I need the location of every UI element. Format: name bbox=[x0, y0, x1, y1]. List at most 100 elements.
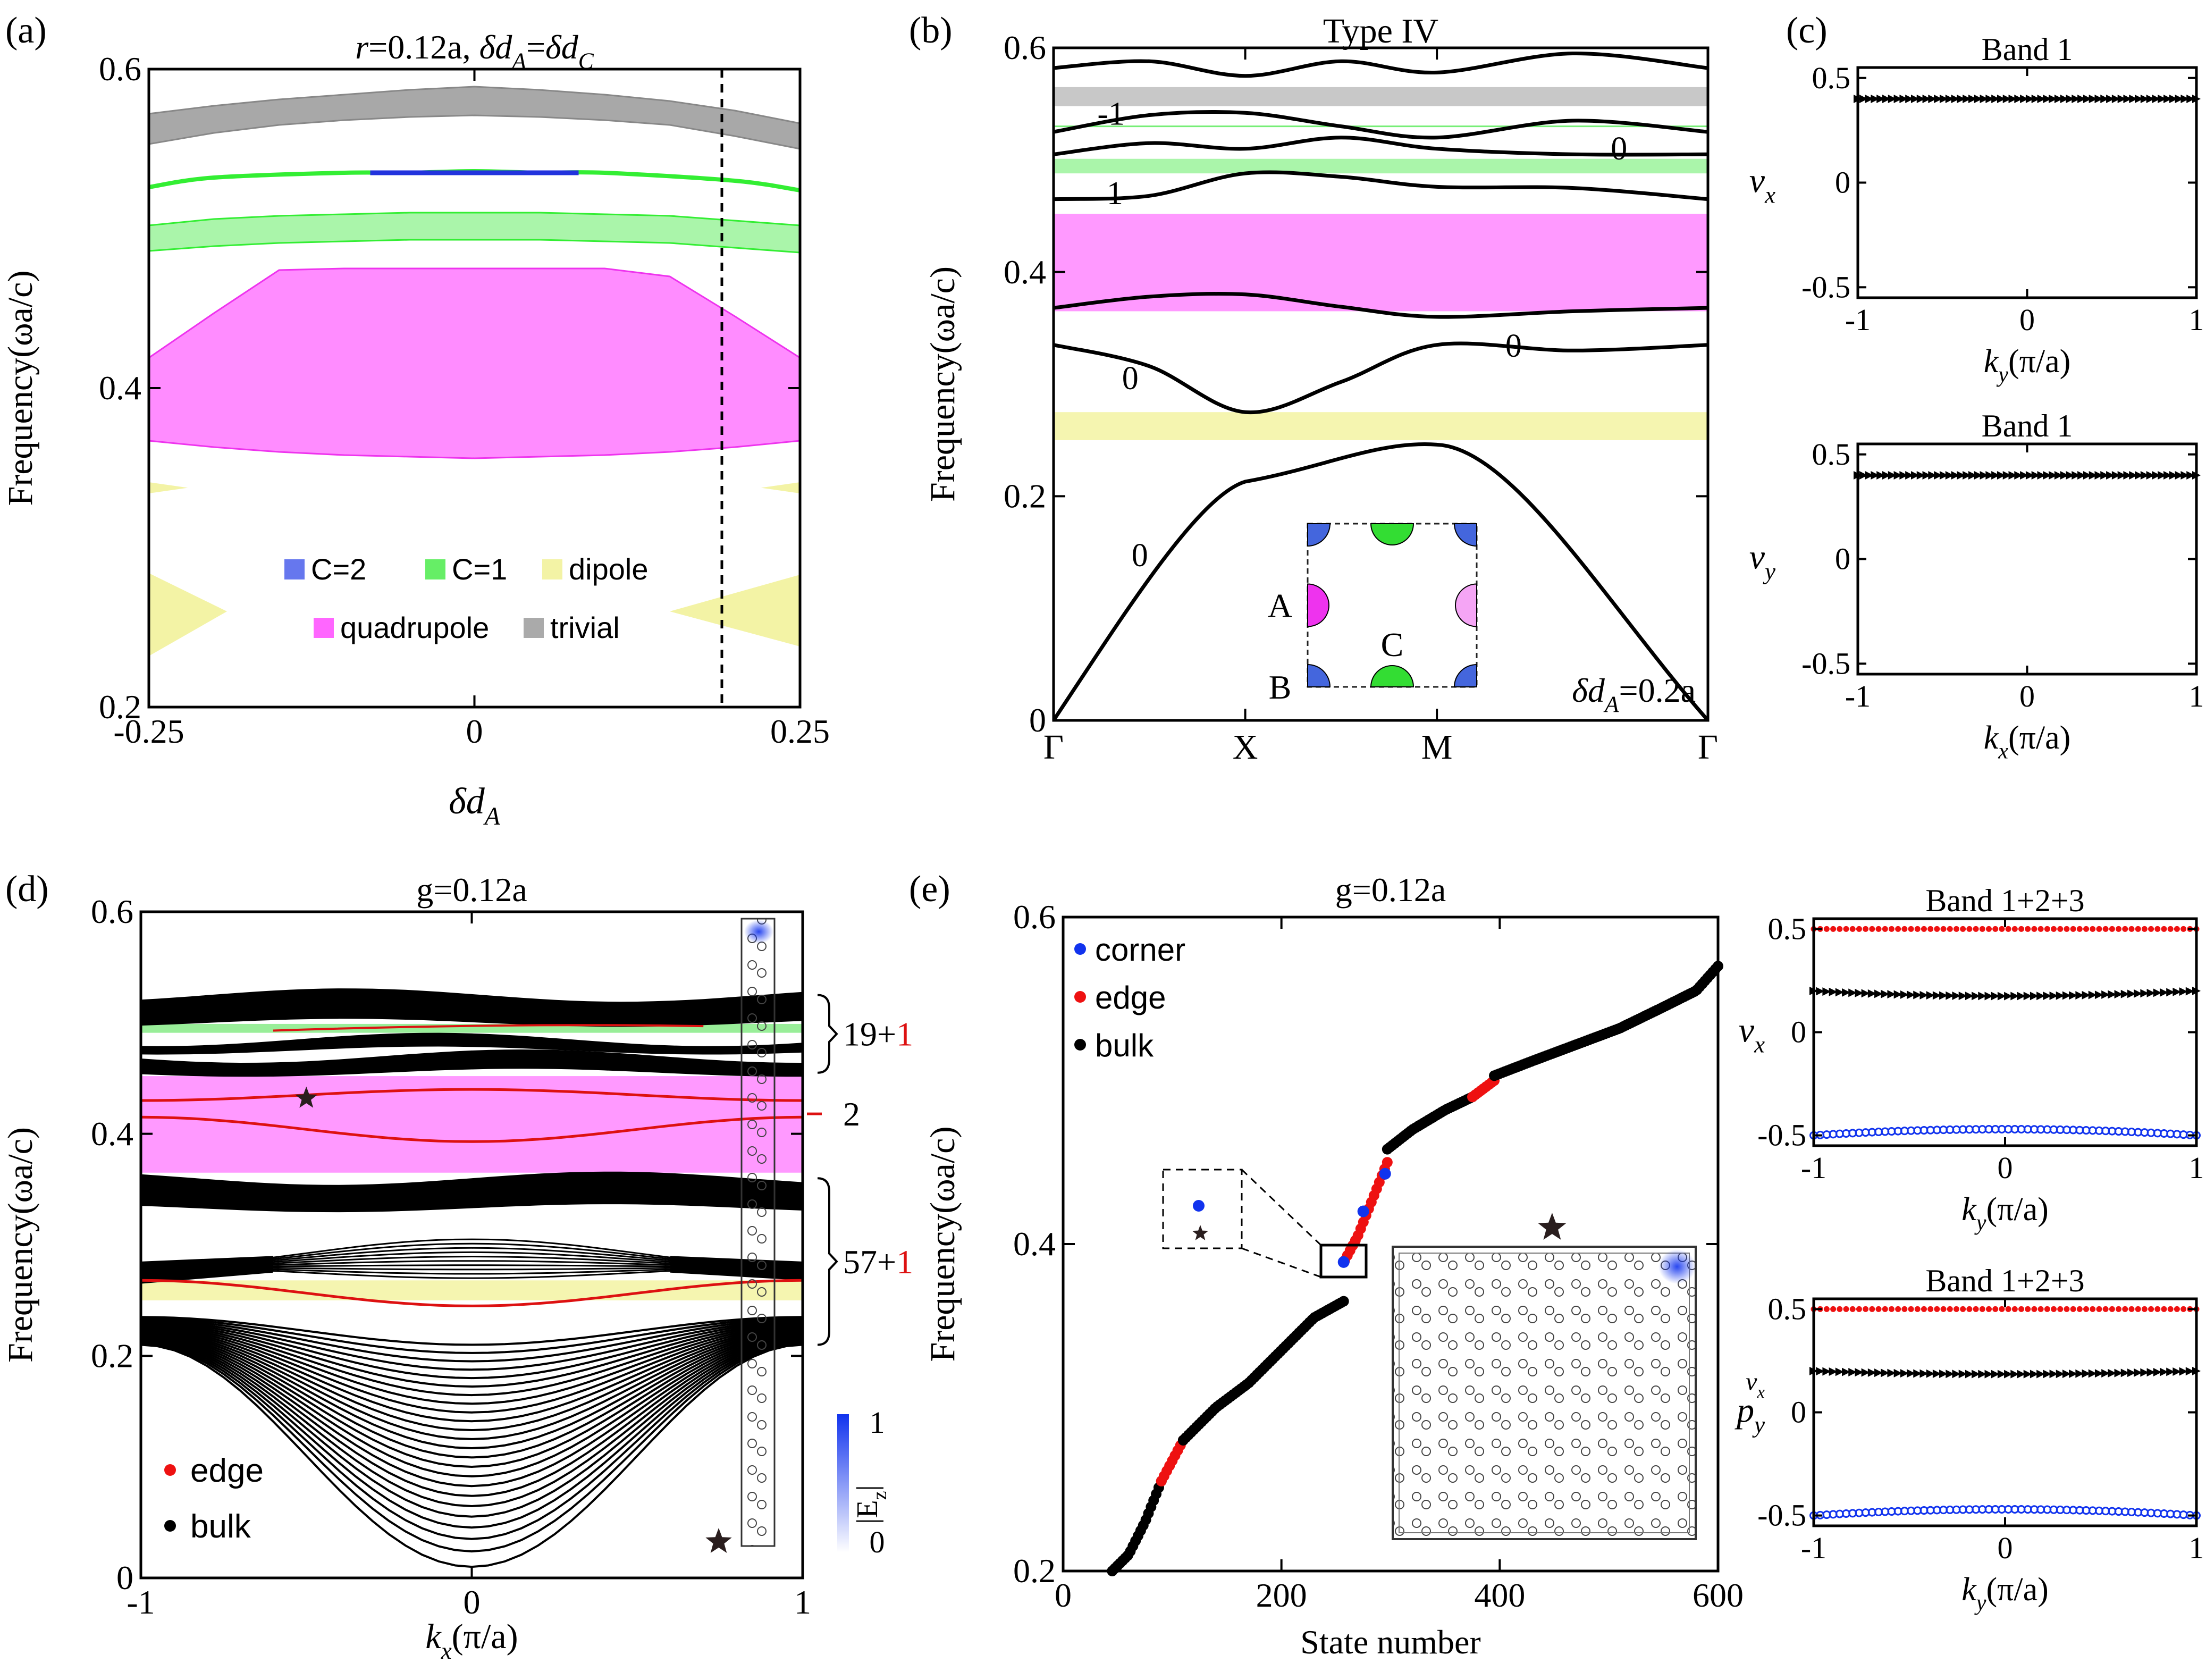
er1-marker-middle bbox=[1932, 991, 1941, 1000]
er1-marker-middle bbox=[2043, 992, 2052, 1001]
legend-label-bulk: bulk bbox=[190, 1508, 251, 1545]
c1-marker-band1 bbox=[2025, 95, 2034, 104]
c1-marker-band1 bbox=[2089, 95, 2098, 104]
er1-marker-upper bbox=[2109, 926, 2115, 932]
inset-corner-B bbox=[1453, 523, 1477, 547]
er2-marker-upper bbox=[2076, 1306, 2083, 1312]
er1-marker-upper bbox=[1973, 926, 1979, 932]
er2-marker-middle bbox=[2108, 1368, 2117, 1377]
inset-label-B: B bbox=[1269, 668, 1292, 706]
er1-frame bbox=[1812, 917, 2198, 1147]
er2-ytick-label: 0.5 bbox=[1768, 1292, 1807, 1326]
er1-marker-upper bbox=[1869, 926, 1875, 932]
c1-xlabel: ky(π/a) bbox=[1984, 343, 2071, 388]
c2-marker-band1 bbox=[1939, 471, 1948, 480]
c1-marker-band1 bbox=[1916, 95, 1925, 104]
chern-label-4: 0 bbox=[1611, 131, 1627, 167]
er2-marker-upper bbox=[2148, 1306, 2154, 1312]
d-xtick-label: 1 bbox=[794, 1583, 811, 1621]
state-point-bulk bbox=[1338, 1296, 1349, 1307]
edge-state-segment-upper bbox=[273, 1024, 704, 1032]
er1-marker-middle bbox=[2088, 990, 2097, 999]
c1-marker-band1 bbox=[2146, 95, 2155, 104]
er1-marker-middle bbox=[2108, 990, 2117, 999]
c2-marker-band1 bbox=[2117, 471, 2126, 480]
supercell-strip bbox=[740, 918, 776, 1547]
c1-marker-band1 bbox=[1991, 95, 2000, 104]
c2-marker-band1 bbox=[2106, 471, 2115, 480]
er2-marker-middle bbox=[1978, 1370, 1987, 1379]
x-axis-label-a: δdA bbox=[449, 781, 501, 830]
band-curve-4 bbox=[1053, 170, 1708, 201]
c2-marker-band1 bbox=[2129, 471, 2138, 480]
er1-marker-upper bbox=[2096, 926, 2102, 932]
legend-dot-corner bbox=[1074, 943, 1086, 955]
legend-dot-edge bbox=[164, 1464, 176, 1476]
count-bracket-2 bbox=[817, 1177, 838, 1346]
c2-xtick-label: 0 bbox=[2019, 679, 2035, 713]
er2-marker-upper bbox=[2025, 1306, 2031, 1312]
c1-marker-band1 bbox=[2152, 95, 2161, 104]
b-ytick-label: 0 bbox=[1029, 701, 1046, 739]
c2-ylabel: vy bbox=[1749, 538, 1775, 585]
c2-marker-band1 bbox=[2037, 471, 2046, 480]
bulk-band-line bbox=[140, 1317, 803, 1354]
er1-marker-middle bbox=[2114, 990, 2123, 999]
er2-marker-middle bbox=[1984, 1370, 1993, 1379]
er1-marker-upper bbox=[2128, 926, 2135, 932]
er2-marker-middle bbox=[2166, 1367, 2175, 1376]
er2-marker-middle bbox=[2094, 1369, 2103, 1378]
bracket-count-0: 19+1 bbox=[843, 1015, 913, 1053]
e-xtick-label: 400 bbox=[1474, 1576, 1525, 1614]
bulk-band-line bbox=[140, 1318, 803, 1363]
er2-marker-upper bbox=[2154, 1306, 2161, 1312]
bulk-fan-line bbox=[140, 1255, 803, 1268]
er1-marker-middle bbox=[1842, 988, 1851, 997]
chart-title-d: g=0.12a bbox=[416, 871, 527, 909]
a-ytick-label: 0.2 bbox=[99, 688, 141, 726]
d-ytick-label: 0 bbox=[116, 1559, 133, 1597]
dipole-wedge-right bbox=[670, 575, 800, 646]
c1-ytick-label: 0.5 bbox=[1812, 61, 1851, 95]
zoom-corner-point bbox=[1193, 1200, 1205, 1212]
c2-marker-band1 bbox=[1968, 471, 1977, 480]
er1-marker-middle bbox=[2134, 989, 2143, 998]
er1-marker-middle bbox=[1972, 992, 1981, 1001]
er1-marker-upper bbox=[1927, 926, 1934, 932]
er1-marker-middle bbox=[1965, 992, 1974, 1001]
er2-marker-middle bbox=[2004, 1370, 2013, 1379]
er2-marker-middle bbox=[1965, 1370, 1974, 1379]
state-point-corner bbox=[1337, 1256, 1350, 1268]
er2-marker-upper bbox=[1830, 1306, 1837, 1312]
c1-marker-band1 bbox=[1910, 95, 1919, 104]
c2-marker-band1 bbox=[2100, 471, 2109, 480]
c2-marker-band1 bbox=[2089, 471, 2098, 480]
d-ytick-label: 0.4 bbox=[91, 1115, 133, 1153]
c1-marker-band1 bbox=[2049, 95, 2058, 104]
band-curve-6 bbox=[1053, 110, 1708, 140]
e-xtick-label: 600 bbox=[1693, 1576, 1744, 1614]
c2-marker-band1 bbox=[1974, 471, 1983, 480]
c1-marker-band1 bbox=[2123, 95, 2132, 104]
bulk-fan-line bbox=[140, 1247, 803, 1268]
c1-marker-band1 bbox=[2158, 95, 2167, 104]
c1-ytick-label: 0 bbox=[1835, 165, 1850, 200]
er2-marker-upper bbox=[1973, 1306, 1979, 1312]
state-point-corner bbox=[1379, 1167, 1391, 1180]
er1-marker-upper bbox=[2076, 926, 2083, 932]
er2-marker-upper bbox=[1992, 1306, 1999, 1312]
c2-marker-band1 bbox=[1922, 471, 1931, 480]
er2-marker-middle bbox=[2159, 1367, 2168, 1376]
c1-marker-band1 bbox=[2100, 95, 2109, 104]
er2-marker-upper bbox=[1875, 1306, 1882, 1312]
bulk-fan-line bbox=[140, 1266, 803, 1279]
c1-marker-band1 bbox=[1888, 95, 1897, 104]
er1-marker-upper bbox=[2161, 926, 2167, 932]
er1-ylabel: vx bbox=[1739, 1011, 1765, 1058]
c2-marker-band1 bbox=[2123, 471, 2132, 480]
y-axis-label-b: Frequency(ωa/c) bbox=[923, 266, 962, 502]
legend-dot-bulk bbox=[164, 1520, 176, 1532]
inset-label-C: C bbox=[1381, 626, 1404, 663]
er1-marker-upper bbox=[2154, 926, 2161, 932]
bulk-band-line bbox=[140, 1336, 803, 1497]
